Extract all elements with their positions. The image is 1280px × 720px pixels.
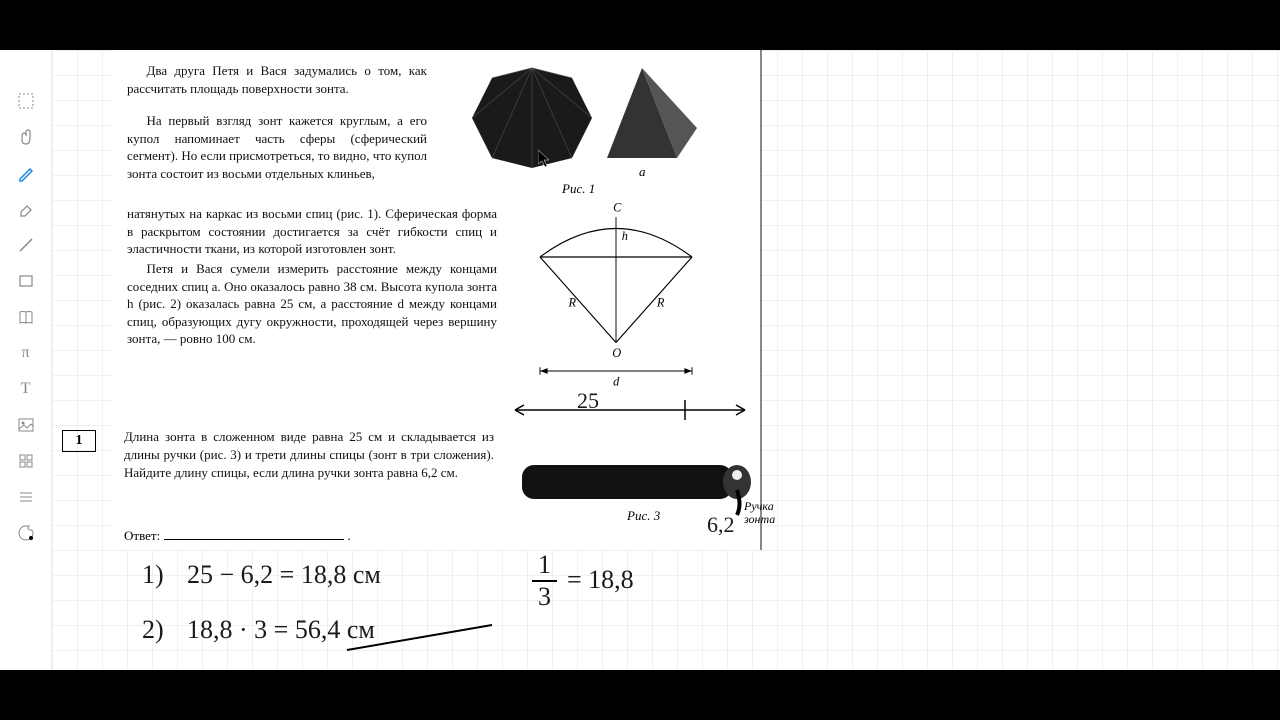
svg-text:h: h <box>622 229 628 243</box>
tool-pen[interactable] <box>15 162 37 184</box>
svg-text:a: a <box>639 164 646 179</box>
tool-pi[interactable]: π <box>15 342 37 364</box>
step1-expr: 25 − 6,2 = 18,8 см <box>187 560 381 590</box>
tool-rect[interactable] <box>15 270 37 292</box>
figure-3: Рис. 3 Ручка зонта <box>512 415 792 535</box>
tool-palette[interactable] <box>15 522 37 544</box>
tool-book[interactable] <box>15 306 37 328</box>
paragraph-2a: На первый взгляд зонт кажется круглым, а… <box>127 112 427 182</box>
svg-text:O: O <box>612 346 621 360</box>
hand-6-2: 6,2 <box>707 512 735 538</box>
tool-select[interactable] <box>15 90 37 112</box>
underline-answer <box>342 615 502 655</box>
question-1: Длина зонта в сложенном виде равна 25 см… <box>124 428 494 483</box>
hand-25: 25 <box>577 388 599 414</box>
svg-text:R: R <box>656 295 665 309</box>
tool-hand[interactable] <box>15 126 37 148</box>
paragraph-2b: натянутых на каркас из восьми спиц (рис.… <box>127 205 497 258</box>
canvas[interactable]: Два друга Петя и Вася задумались о том, … <box>52 50 1280 670</box>
svg-text:C: C <box>613 200 622 214</box>
paragraph-3: Петя и Вася сумели измерить расстояние м… <box>127 260 497 348</box>
svg-text:d: d <box>613 374 620 388</box>
letterbox-bottom <box>0 670 1280 720</box>
svg-text:Ручка: Ручка <box>743 499 774 513</box>
answer-label: Ответ: . <box>124 528 351 544</box>
letterbox-top <box>0 0 1280 50</box>
tool-grid[interactable] <box>15 450 37 472</box>
svg-text:R: R <box>568 295 577 309</box>
svg-text:зонта: зонта <box>743 512 775 526</box>
tool-lines[interactable] <box>15 486 37 508</box>
frac: 1 3 <box>532 550 557 612</box>
figure-1: a <box>442 58 702 188</box>
fig1-caption: Рис. 1 <box>562 181 595 197</box>
tool-line[interactable] <box>15 234 37 256</box>
svg-text:Рис. 3: Рис. 3 <box>626 508 661 523</box>
question-number-box: 1 <box>62 430 96 452</box>
step2-num: 2) <box>142 615 164 645</box>
toolbar: π T <box>0 50 52 670</box>
cursor-arrow <box>538 150 552 168</box>
frac-eq: = 18,8 <box>567 565 634 595</box>
textbook-page: Два друга Петя и Вася задумались о том, … <box>112 50 762 550</box>
step1-num: 1) <box>142 560 164 590</box>
dimension-arrow-25 <box>510 398 750 422</box>
figure-2: C h R R O d <box>516 200 716 390</box>
paragraph-1: Два друга Петя и Вася задумались о том, … <box>127 62 427 97</box>
tool-eraser[interactable] <box>15 198 37 220</box>
tool-text[interactable]: T <box>15 378 37 400</box>
tool-image[interactable] <box>15 414 37 436</box>
